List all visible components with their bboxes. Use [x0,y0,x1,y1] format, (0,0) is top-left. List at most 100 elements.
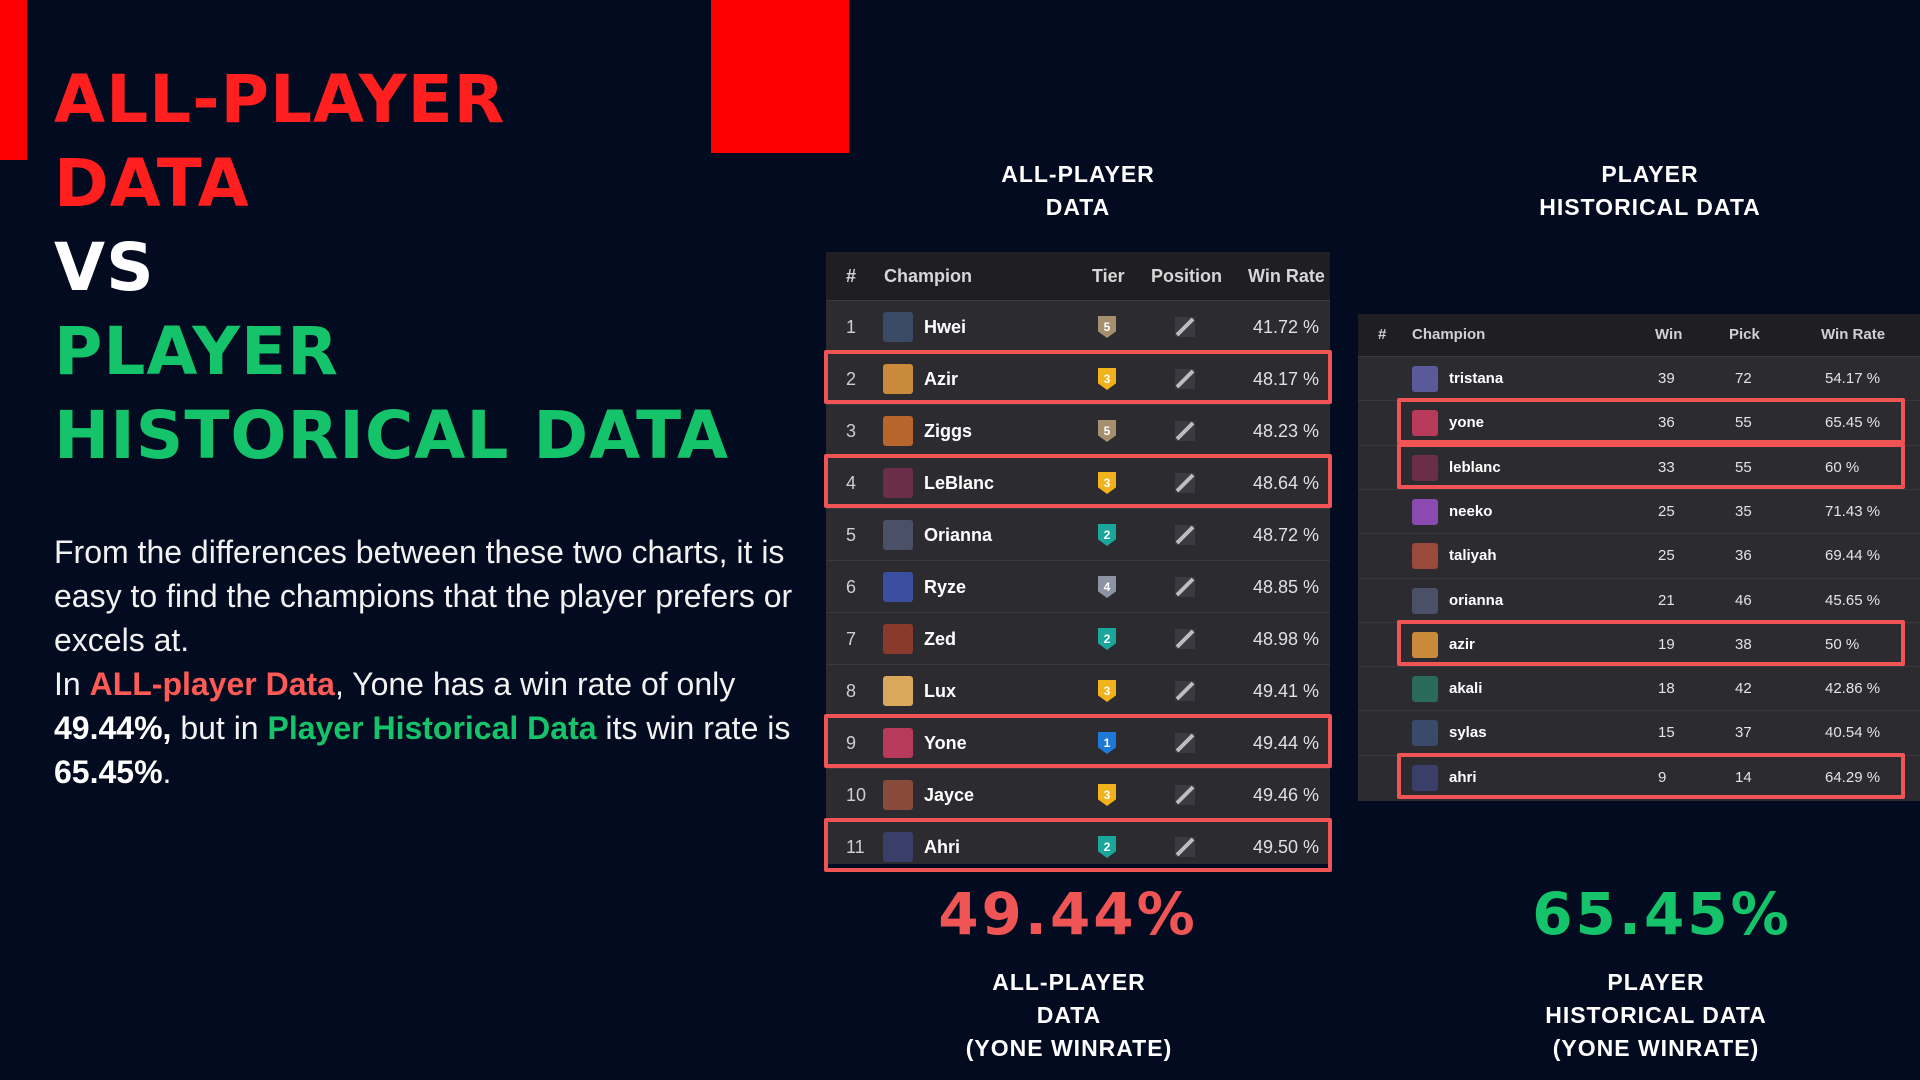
row-rank: 6 [846,577,857,597]
header-num: # [1378,326,1387,343]
pick-count: 35 [1735,502,1752,520]
win-count: 25 [1658,502,1675,520]
champion-portrait [883,416,913,446]
caption-line: PLAYER [1607,969,1705,995]
pick-count: 37 [1735,724,1752,742]
header-tier[interactable]: Tier [1092,266,1125,286]
champion-name[interactable]: orianna [1449,591,1504,609]
win-rate-value: 48.23 % [1253,421,1320,441]
champion-portrait [883,676,913,706]
table-row[interactable]: taliyah 25 36 69.44 % [1358,533,1920,577]
header-win-rate[interactable]: Win Rate [1248,266,1325,286]
champion-name[interactable]: akali [1449,680,1483,698]
tier-badge: 3 [1098,680,1116,702]
champion-portrait [883,624,913,654]
text-segment: , Yone has a win rate of only [334,666,736,702]
table-row[interactable]: orianna 21 46 45.65 % [1358,577,1920,622]
header-win[interactable]: Win [1655,326,1683,343]
mid-lane-icon [1175,785,1195,805]
yone-all-player-winrate-big: 49.44% [938,880,1198,948]
champion-name[interactable]: Ziggs [924,421,972,441]
table-row[interactable]: neeko 25 35 71.43 % [1358,488,1920,533]
champion-name[interactable]: sylas [1449,724,1487,742]
win-rate-value: 48.98 % [1253,629,1320,649]
table-row[interactable]: tristana 39 72 54.17 % [1358,356,1920,400]
mid-lane-icon [1175,837,1195,857]
champion-name[interactable]: taliyah [1449,547,1497,565]
mid-lane-icon [1175,421,1195,441]
champion-name[interactable]: Yone [924,733,967,753]
header-champion[interactable]: Champion [1412,326,1486,343]
red-accent-bar [0,0,27,160]
mid-lane-icon [1175,733,1195,753]
champion-name[interactable]: ahri [1449,768,1477,786]
table-row[interactable]: 8 Lux 3 49.41 % [826,664,1330,716]
paragraph-sentence-2: In ALL-player Data, Yone has a win rate … [54,662,814,794]
win-count: 15 [1658,724,1675,742]
win-rate-value: 69.44 % [1825,547,1881,565]
champion-name[interactable]: Jayce [924,785,975,805]
header-win-rate[interactable]: Win Rate [1821,326,1886,343]
champion-portrait [883,780,913,810]
bottom-left-caption: ALL-PLAYER DATA (YONE WINRATE) [919,966,1219,1065]
pick-count: 14 [1735,768,1752,786]
table-row[interactable]: 10 Jayce 3 49.46 % [826,768,1330,820]
table-row[interactable]: 6 Ryze 4 48.85 % [826,560,1330,612]
tier-badge: 3 [1098,368,1116,390]
win-count: 33 [1658,458,1675,476]
champion-name[interactable]: yone [1449,414,1485,432]
header-pick[interactable]: Pick [1729,326,1760,343]
caption-line: PLAYER [1601,161,1699,187]
row-rank: 2 [846,369,857,389]
table-row[interactable]: 7 Zed 2 48.98 % [826,612,1330,664]
champion-name[interactable]: azir [1449,635,1475,653]
win-rate-value: 48.64 % [1253,473,1320,493]
table-row[interactable]: 1 Hwei 5 41.72 % [826,300,1330,352]
champion-name[interactable]: tristana [1449,370,1504,387]
tier-badge: 4 [1098,576,1116,598]
champion-portrait [1412,587,1438,614]
caption-line: DATA [1045,194,1111,220]
highlight-box [824,350,1332,404]
champion-name[interactable]: leblanc [1449,458,1501,476]
win-rate-value: 49.46 % [1253,785,1320,805]
champion-name[interactable]: Ryze [924,577,967,597]
highlight-box [1397,753,1905,799]
mid-lane-icon [1175,369,1195,389]
champion-name[interactable]: Orianna [924,525,993,545]
champion-name[interactable]: LeBlanc [924,473,995,493]
table1-title: ALL-PLAYER DATA [928,158,1228,224]
highlight-box [824,714,1332,768]
header-position[interactable]: Position [1151,266,1222,286]
champion-name[interactable]: Lux [924,681,957,701]
win-rate-value: 49.41 % [1253,681,1320,701]
win-rate-value: 54.17 % [1825,370,1881,387]
champion-name[interactable]: Zed [924,629,957,649]
win-count: 21 [1658,591,1675,609]
description-paragraph: From the differences between these two c… [54,530,814,794]
win-rate-value: 49.44 % [1253,733,1320,753]
yone-player-rate: 65.45% [54,754,163,790]
champion-portrait [883,520,913,550]
row-rank: 4 [846,473,857,493]
champion-portrait [1412,454,1438,481]
champion-name[interactable]: neeko [1449,502,1493,520]
mid-lane-icon [1175,577,1195,597]
header-champion[interactable]: Champion [884,266,972,286]
champion-portrait [1412,764,1438,791]
champion-name[interactable]: Hwei [924,317,967,337]
text-segment: In [54,666,90,702]
table-row[interactable]: akali 18 42 42.86 % [1358,666,1920,710]
champion-portrait [1412,543,1438,570]
table-row[interactable]: sylas 15 37 40.54 % [1358,710,1920,754]
table-row[interactable]: 5 Orianna 2 48.72 % [826,508,1330,560]
champion-portrait [1412,498,1438,525]
champion-name[interactable]: Azir [924,369,959,389]
win-count: 19 [1658,635,1675,653]
row-rank: 10 [846,785,867,805]
champion-portrait [1412,410,1438,437]
text-segment: . [162,754,172,790]
win-count: 39 [1658,370,1675,387]
table-row[interactable]: 3 Ziggs 5 48.23 % [826,404,1330,456]
champion-name[interactable]: Ahri [924,837,960,857]
